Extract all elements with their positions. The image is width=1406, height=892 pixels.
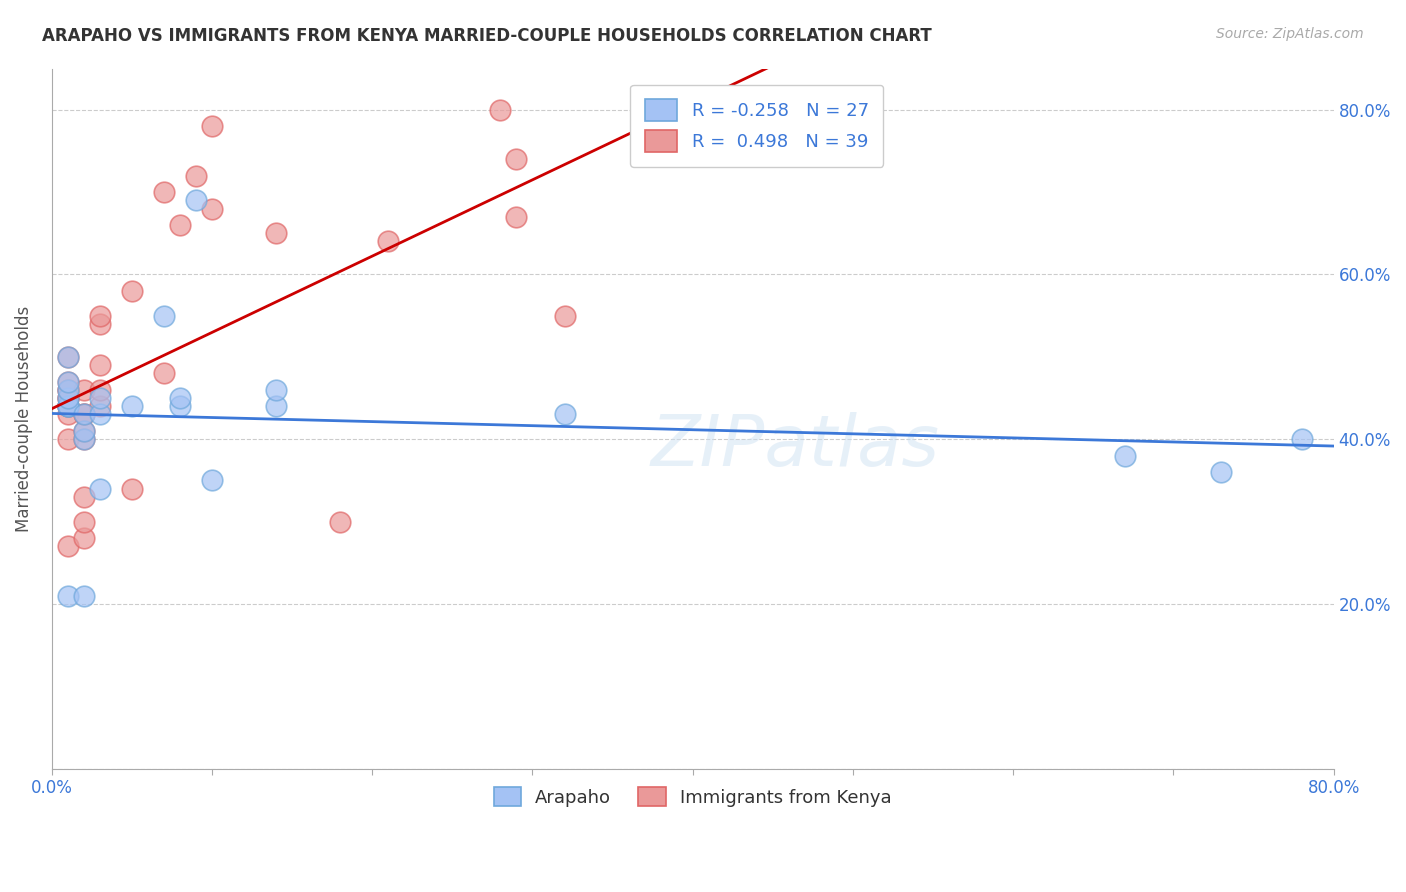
Point — [89, 358, 111, 372]
Point — [489, 103, 512, 117]
Point — [73, 432, 96, 446]
Point — [1291, 432, 1313, 446]
Point — [56, 375, 79, 389]
Point — [73, 424, 96, 438]
Point — [56, 391, 79, 405]
Point — [1114, 449, 1136, 463]
Point — [73, 408, 96, 422]
Point — [505, 210, 527, 224]
Point — [169, 391, 191, 405]
Point — [121, 399, 143, 413]
Point — [89, 309, 111, 323]
Point — [505, 152, 527, 166]
Point — [264, 399, 287, 413]
Point — [56, 589, 79, 603]
Point — [56, 399, 79, 413]
Point — [89, 408, 111, 422]
Text: ARAPAHO VS IMMIGRANTS FROM KENYA MARRIED-COUPLE HOUSEHOLDS CORRELATION CHART: ARAPAHO VS IMMIGRANTS FROM KENYA MARRIED… — [42, 27, 932, 45]
Point — [89, 317, 111, 331]
Y-axis label: Married-couple Households: Married-couple Households — [15, 305, 32, 532]
Point — [56, 391, 79, 405]
Point — [73, 424, 96, 438]
Point — [56, 399, 79, 413]
Point — [73, 515, 96, 529]
Point — [184, 169, 207, 183]
Point — [56, 399, 79, 413]
Point — [56, 350, 79, 364]
Legend: Arapaho, Immigrants from Kenya: Arapaho, Immigrants from Kenya — [485, 778, 901, 815]
Point — [201, 474, 224, 488]
Point — [89, 383, 111, 397]
Point — [56, 383, 79, 397]
Point — [201, 202, 224, 216]
Point — [184, 194, 207, 208]
Point — [89, 399, 111, 413]
Point — [73, 408, 96, 422]
Point — [201, 119, 224, 133]
Point — [73, 383, 96, 397]
Point — [377, 235, 399, 249]
Point — [121, 284, 143, 298]
Point — [121, 482, 143, 496]
Point — [1211, 465, 1233, 479]
Text: Source: ZipAtlas.com: Source: ZipAtlas.com — [1216, 27, 1364, 41]
Point — [169, 218, 191, 232]
Point — [56, 399, 79, 413]
Point — [153, 309, 176, 323]
Point — [153, 366, 176, 380]
Point — [56, 350, 79, 364]
Point — [153, 185, 176, 199]
Point — [329, 515, 352, 529]
Point — [73, 589, 96, 603]
Point — [264, 383, 287, 397]
Point — [56, 408, 79, 422]
Point — [73, 408, 96, 422]
Point — [553, 309, 575, 323]
Point — [73, 432, 96, 446]
Point — [56, 383, 79, 397]
Text: ZIPatlas: ZIPatlas — [651, 412, 939, 481]
Point — [56, 432, 79, 446]
Point — [553, 408, 575, 422]
Point — [89, 391, 111, 405]
Point — [56, 391, 79, 405]
Point — [56, 539, 79, 553]
Point — [169, 399, 191, 413]
Point — [89, 482, 111, 496]
Point — [73, 531, 96, 545]
Point — [56, 383, 79, 397]
Point — [56, 375, 79, 389]
Point — [73, 490, 96, 504]
Point — [264, 226, 287, 240]
Point — [56, 399, 79, 413]
